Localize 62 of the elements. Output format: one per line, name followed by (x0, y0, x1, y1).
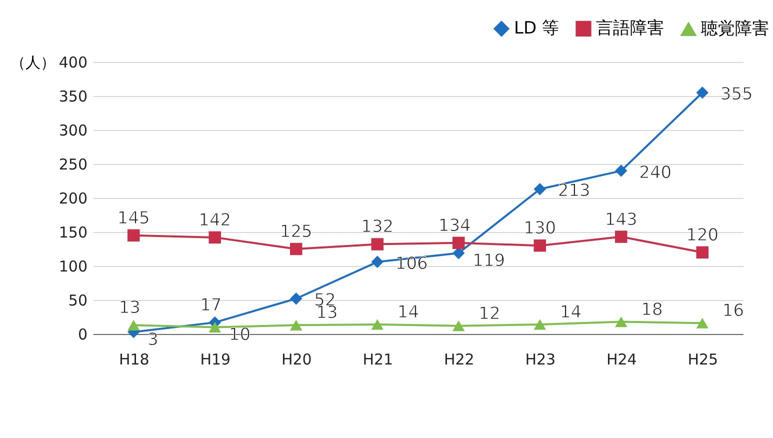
data-label: 13 (118, 298, 140, 318)
y-tick-label: 50 (68, 292, 88, 310)
data-label: 106 (395, 254, 428, 274)
y-tick-label: 0 (78, 326, 88, 344)
y-tick-label: 400 (58, 54, 88, 72)
point (208, 322, 221, 333)
x-tick-label: H23 (525, 350, 556, 368)
x-tick-label: H22 (444, 350, 474, 368)
data-label: 17 (200, 295, 222, 316)
point (534, 319, 546, 330)
data-label: 18 (641, 300, 663, 320)
data-label: 145 (117, 208, 150, 228)
legend-label: 言語障害 (596, 18, 664, 39)
legend-label: 聴覚障害 (701, 19, 769, 40)
x-tick-label: H18 (118, 350, 150, 368)
point (696, 86, 708, 99)
x-tick-label: H25 (688, 350, 718, 368)
point (615, 164, 628, 177)
point (208, 231, 221, 244)
data-label: 16 (722, 301, 744, 322)
point (290, 320, 302, 330)
point (615, 230, 628, 243)
x-tick-label: H24 (606, 350, 637, 368)
point (290, 242, 302, 256)
data-label: 142 (198, 210, 232, 230)
data-label: 14 (560, 302, 582, 322)
data-label: 3 (148, 330, 158, 350)
y-axis-title: （人） (10, 54, 56, 72)
data-label: 125 (280, 222, 312, 242)
data-label: 119 (472, 251, 506, 272)
point (371, 319, 384, 330)
point (696, 246, 708, 259)
point (452, 236, 465, 250)
y-tick-label: 250 (58, 156, 88, 174)
x-tick-label: H20 (281, 350, 312, 368)
y-tick-label: 300 (58, 122, 88, 140)
y-tick-label: 100 (58, 258, 88, 276)
y-tick-label: 200 (58, 190, 88, 208)
y-tick-label: 150 (58, 224, 88, 242)
data-label: 130 (524, 218, 556, 239)
data-label: 143 (604, 210, 638, 230)
legend-label: LD 等 (514, 18, 559, 39)
point (128, 320, 140, 330)
point (371, 256, 384, 268)
data-label: 134 (438, 216, 471, 236)
data-label: 355 (720, 84, 753, 105)
data-label: 12 (478, 304, 500, 324)
data-label: 120 (686, 225, 719, 246)
data-label: 240 (639, 162, 672, 183)
data-label: 14 (397, 302, 420, 322)
point (534, 239, 546, 252)
data-label: 132 (361, 217, 394, 238)
point (615, 316, 628, 328)
point (371, 238, 384, 250)
point (452, 320, 465, 332)
point (290, 292, 302, 305)
point (128, 229, 140, 242)
point (696, 318, 708, 328)
point (534, 183, 546, 196)
y-tick-label: 350 (58, 88, 88, 106)
x-tick-label: H21 (362, 350, 394, 368)
x-tick-label: H19 (200, 350, 231, 368)
